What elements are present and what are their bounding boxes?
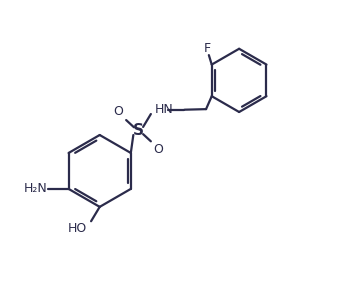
Text: HO: HO bbox=[67, 222, 87, 235]
Text: H₂N: H₂N bbox=[23, 183, 47, 195]
Text: O: O bbox=[154, 144, 164, 156]
Text: F: F bbox=[204, 42, 211, 55]
Text: O: O bbox=[113, 105, 123, 118]
Text: HN: HN bbox=[154, 103, 173, 116]
Text: S: S bbox=[133, 123, 144, 138]
